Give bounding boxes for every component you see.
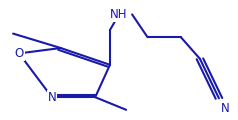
Text: O: O	[15, 47, 24, 60]
Text: N: N	[221, 102, 229, 115]
Text: NH: NH	[110, 8, 128, 21]
Text: N: N	[48, 91, 56, 104]
